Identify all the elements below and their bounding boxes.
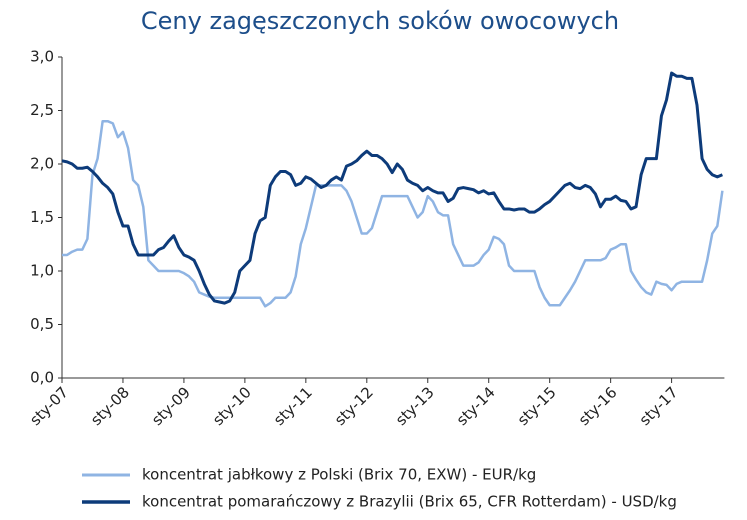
y-tick-label: 2,0	[30, 155, 54, 173]
x-tick-label: sty-14	[453, 383, 499, 429]
series-line	[61, 71, 723, 305]
x-tick-label: sty-08	[87, 383, 133, 429]
legend-label: koncentrat jabłkowy z Polski (Brix 70, E…	[142, 466, 536, 484]
y-tick-label: 0,0	[30, 369, 54, 387]
series-line	[62, 119, 724, 308]
x-tick-label: sty-09	[148, 383, 194, 429]
legend-label: koncentrat pomarańczowy z Brazylii (Brix…	[142, 493, 677, 511]
y-tick-label: 1,0	[30, 262, 54, 280]
x-tick-label: sty-12	[331, 383, 377, 429]
y-tick-label: 1,5	[30, 208, 54, 226]
y-tick-label: 0,5	[30, 315, 54, 333]
x-tick-label: sty-13	[392, 383, 438, 429]
chart-title: Ceny zagęszczonych soków owocowych	[141, 7, 619, 35]
x-tick-label: sty-16	[575, 383, 621, 429]
x-tick-label: sty-17	[636, 383, 682, 429]
x-tick-label: sty-11	[270, 383, 316, 429]
y-tick-label: 3,0	[30, 48, 54, 66]
y-tick-label: 2,5	[30, 101, 54, 119]
x-tick-label: sty-10	[209, 383, 255, 429]
x-tick-label: sty-07	[26, 383, 72, 429]
x-tick-label: sty-15	[514, 383, 560, 429]
